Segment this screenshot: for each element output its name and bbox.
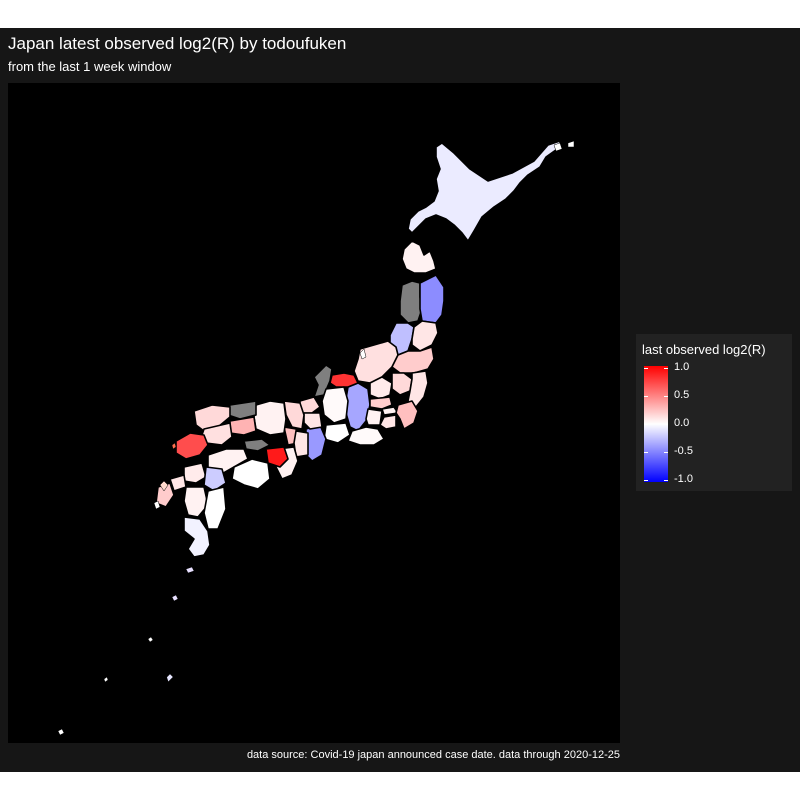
japan-map — [57, 140, 575, 736]
island-shape — [185, 566, 195, 574]
prefecture-gunma — [369, 376, 393, 400]
figure: Japan latest observed log2(R) by todoufu… — [0, 28, 800, 772]
prefecture-okayama — [229, 416, 257, 436]
prefecture-miyazaki — [203, 486, 227, 530]
chart-title: Japan latest observed log2(R) by todoufu… — [8, 34, 347, 53]
prefecture-tokushima — [265, 446, 289, 468]
prefecture-oita — [203, 466, 227, 492]
island-shape — [57, 728, 65, 736]
map-panel — [8, 83, 620, 743]
prefecture-kyoto — [283, 400, 305, 430]
prefecture-kanagawa — [379, 414, 397, 430]
prefecture-okinawa — [165, 672, 175, 684]
prefecture-gifu — [321, 386, 349, 424]
island-shape — [171, 442, 177, 450]
chart-subtitle: from the last 1 week window — [8, 59, 172, 74]
prefecture-tottori — [227, 400, 257, 420]
island-shape — [153, 500, 161, 510]
prefecture-nara — [293, 430, 309, 458]
island-shape — [359, 348, 367, 360]
legend-label: 0.5 — [674, 389, 690, 401]
prefecture-kochi — [231, 458, 271, 490]
prefecture-yamanashi — [365, 408, 383, 426]
island-shape — [159, 480, 169, 492]
data-source-caption: data source: Covid-19 japan announced ca… — [246, 749, 620, 761]
prefecture-aomori — [401, 240, 437, 274]
prefecture-kagawa — [243, 438, 271, 452]
prefecture-aichi — [323, 422, 351, 444]
prefecture-saitama — [369, 396, 393, 410]
island-shape — [567, 140, 575, 148]
prefecture-ishikawa — [313, 364, 333, 398]
prefecture-shiga — [303, 412, 323, 430]
prefecture-hyogo — [253, 400, 287, 436]
legend-title: last observed log2(R) — [642, 342, 766, 357]
prefecture-akita — [399, 280, 423, 324]
prefecture-tochigi — [391, 372, 413, 396]
prefecture-fukushima — [391, 346, 435, 374]
prefecture-iwate — [419, 274, 445, 324]
prefecture-kagoshima — [183, 516, 211, 558]
prefecture-niigata — [353, 340, 399, 384]
island-shape — [103, 676, 109, 683]
legend-label: 1.0 — [674, 361, 690, 373]
prefecture-yamaguchi — [175, 432, 209, 460]
prefecture-miyagi — [411, 320, 439, 352]
prefecture-nagano — [345, 382, 371, 432]
island-shape — [553, 142, 563, 152]
prefecture-fukuoka — [183, 462, 207, 484]
prefecture-shizuoka — [347, 426, 385, 446]
island-shape — [147, 636, 154, 643]
legend-label: -0.5 — [674, 445, 693, 457]
prefecture-chiba — [395, 400, 419, 430]
prefecture-hokkaido — [407, 140, 561, 242]
legend-label: -1.0 — [674, 473, 693, 485]
prefecture-nagasaki — [155, 482, 175, 508]
legend-label: 0.0 — [674, 417, 690, 429]
prefecture-toyama — [329, 372, 359, 388]
prefecture-kumamoto — [183, 486, 209, 518]
island-shape — [171, 594, 179, 602]
legend: last observed log2(R) 1.0 0.5 0.0 -0.5 -… — [636, 334, 792, 491]
